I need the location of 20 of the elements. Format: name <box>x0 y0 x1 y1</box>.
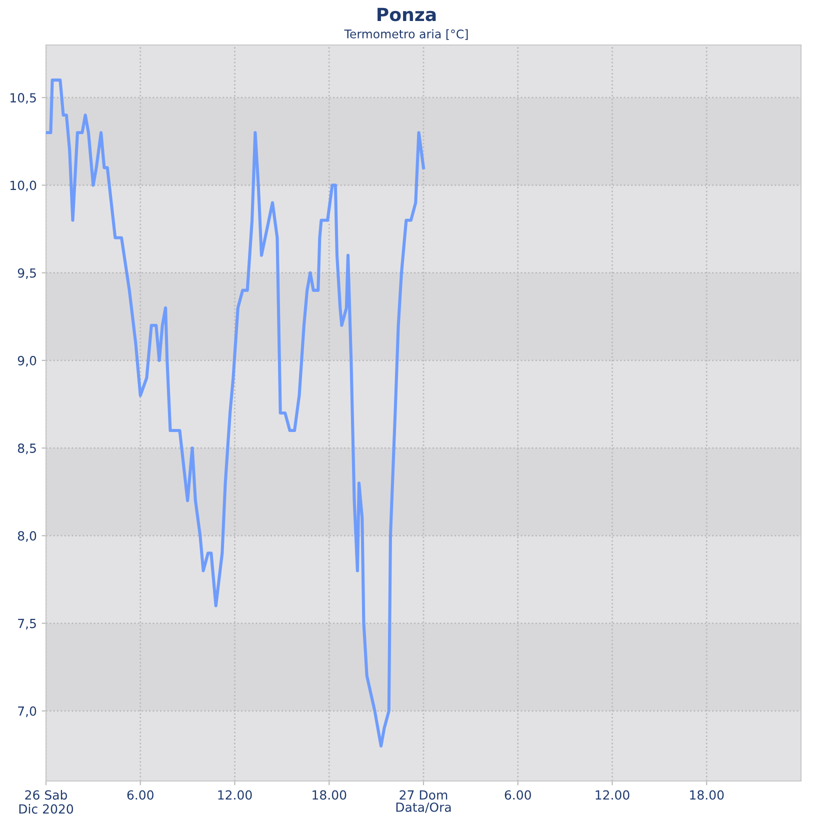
y-tick-label: 7,5 <box>18 618 36 630</box>
x-tick-label: 27 Dom <box>400 790 448 800</box>
x-tick-label: 18.00 <box>690 790 724 800</box>
x-axis-title: Data/Ora <box>396 802 451 813</box>
chart-title: Ponza <box>378 8 436 22</box>
x-tick-label: 12.00 <box>218 790 252 800</box>
x-tick-label: 6.00 <box>504 790 531 800</box>
x-tick-label: 12.00 <box>596 790 630 800</box>
chart-subtitle: Termometro aria [°C] <box>344 29 468 40</box>
x-tick-label: 18.00 <box>312 790 346 800</box>
line-series <box>46 78 426 748</box>
y-tick-label: 8,0 <box>18 531 36 542</box>
y-tick-label: 10,5 <box>10 93 36 104</box>
x-tick-label: 6.00 <box>127 790 154 800</box>
y-tick-label: 7,0 <box>18 706 36 718</box>
y-tick-label: 9,0 <box>18 356 36 367</box>
y-tick-label: 10,0 <box>10 180 36 192</box>
y-tick-label: 8,5 <box>18 444 36 454</box>
y-tick-label: 9,5 <box>18 268 36 280</box>
x-tick-label: 26 Sab Dic 2020 <box>19 790 74 814</box>
